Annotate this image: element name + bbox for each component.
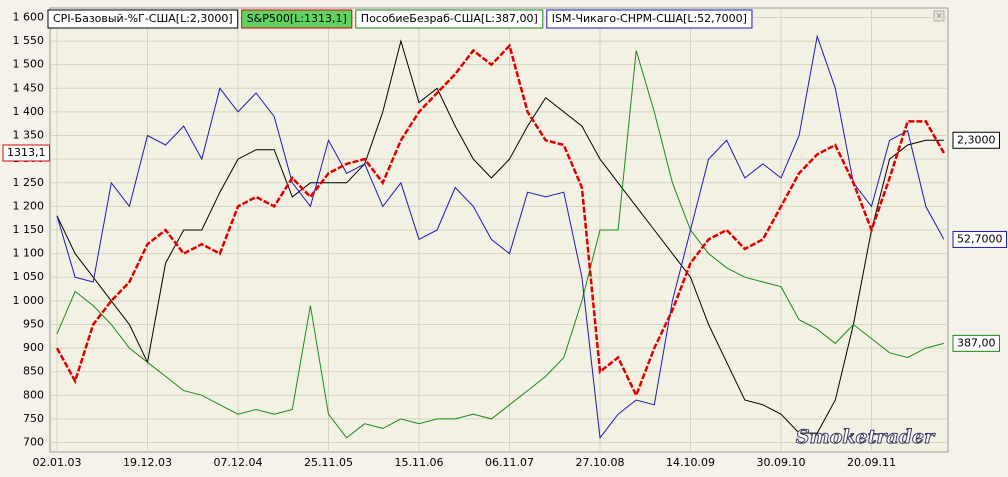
y-tick-label: 1 250 bbox=[13, 176, 45, 189]
y-tick-label: 1 100 bbox=[13, 247, 45, 260]
end-label-box bbox=[2, 144, 50, 162]
x-tick-label: 15.11.06 bbox=[395, 456, 444, 469]
legend-box bbox=[241, 9, 353, 29]
y-tick-label: 950 bbox=[23, 317, 44, 330]
y-tick-label: 1 000 bbox=[13, 294, 45, 307]
y-tick-label: 1 450 bbox=[13, 81, 45, 94]
y-tick-label: 1 350 bbox=[13, 129, 45, 142]
y-tick-label: 850 bbox=[23, 365, 44, 378]
y-tick-label: 1 200 bbox=[13, 199, 45, 212]
x-tick-label: 25.11.05 bbox=[304, 456, 353, 469]
y-tick-label: 800 bbox=[23, 388, 44, 401]
legend-label: ПособиеБезраб-США[L:387,00] bbox=[361, 12, 538, 25]
legend-label: S&P500[L:1313,1] bbox=[247, 12, 347, 25]
legend-box bbox=[355, 9, 544, 29]
lines bbox=[55, 34, 945, 440]
legend-box bbox=[546, 9, 753, 29]
x-tick-label: 14.10.09 bbox=[666, 456, 715, 469]
end-label-box bbox=[952, 131, 1000, 149]
end-label: 387,00 bbox=[957, 336, 996, 349]
y-tick-label: 1 600 bbox=[13, 10, 45, 23]
watermark: Smoketrader bbox=[796, 426, 936, 448]
end-label: 52,7000 bbox=[957, 232, 1003, 245]
x-tick-label: 20.09.11 bbox=[847, 456, 896, 469]
y-tick-label: 900 bbox=[23, 341, 44, 354]
close-glyph: × bbox=[935, 12, 943, 22]
y-tick-label: 1 400 bbox=[13, 105, 45, 118]
end-label-box bbox=[952, 230, 1007, 248]
x-tick-label: 07.12.04 bbox=[214, 456, 263, 469]
end-label: 2,3000 bbox=[957, 133, 996, 146]
y-tick-label: 1 150 bbox=[13, 223, 45, 236]
series-line bbox=[56, 39, 944, 434]
x-tick-label: 19.12.03 bbox=[123, 456, 172, 469]
y-tick-label: 1 500 bbox=[13, 58, 45, 71]
y-tick-label: 700 bbox=[23, 436, 44, 449]
legend-label: CPI-Базовый-%Г-США[L:2,3000] bbox=[53, 12, 233, 25]
x-tick-label: 30.09.10 bbox=[757, 456, 806, 469]
y-tick-label: 1 050 bbox=[13, 270, 45, 283]
series-line bbox=[55, 43, 945, 399]
series-line bbox=[56, 34, 945, 440]
x-tick-label: 02.01.03 bbox=[33, 456, 82, 469]
end-label-box bbox=[952, 334, 1000, 352]
x-tick-label: 27.10.08 bbox=[576, 456, 625, 469]
end-label: 1313,1 bbox=[7, 146, 46, 159]
series-line bbox=[56, 50, 945, 439]
y-tick-label: 750 bbox=[23, 412, 44, 425]
x-tick-label: 06.11.07 bbox=[485, 456, 534, 469]
legend-box bbox=[47, 9, 239, 29]
close-icon[interactable] bbox=[933, 10, 945, 22]
legend-label: ISM-Чикаго-CHPM-США[L:52,7000] bbox=[552, 12, 747, 25]
labels: 700 750 800 850 900 950 1 000 1 050 1 100 1 150 1 … bbox=[2, 9, 1007, 469]
y-tick-label: 1 550 bbox=[13, 34, 45, 47]
